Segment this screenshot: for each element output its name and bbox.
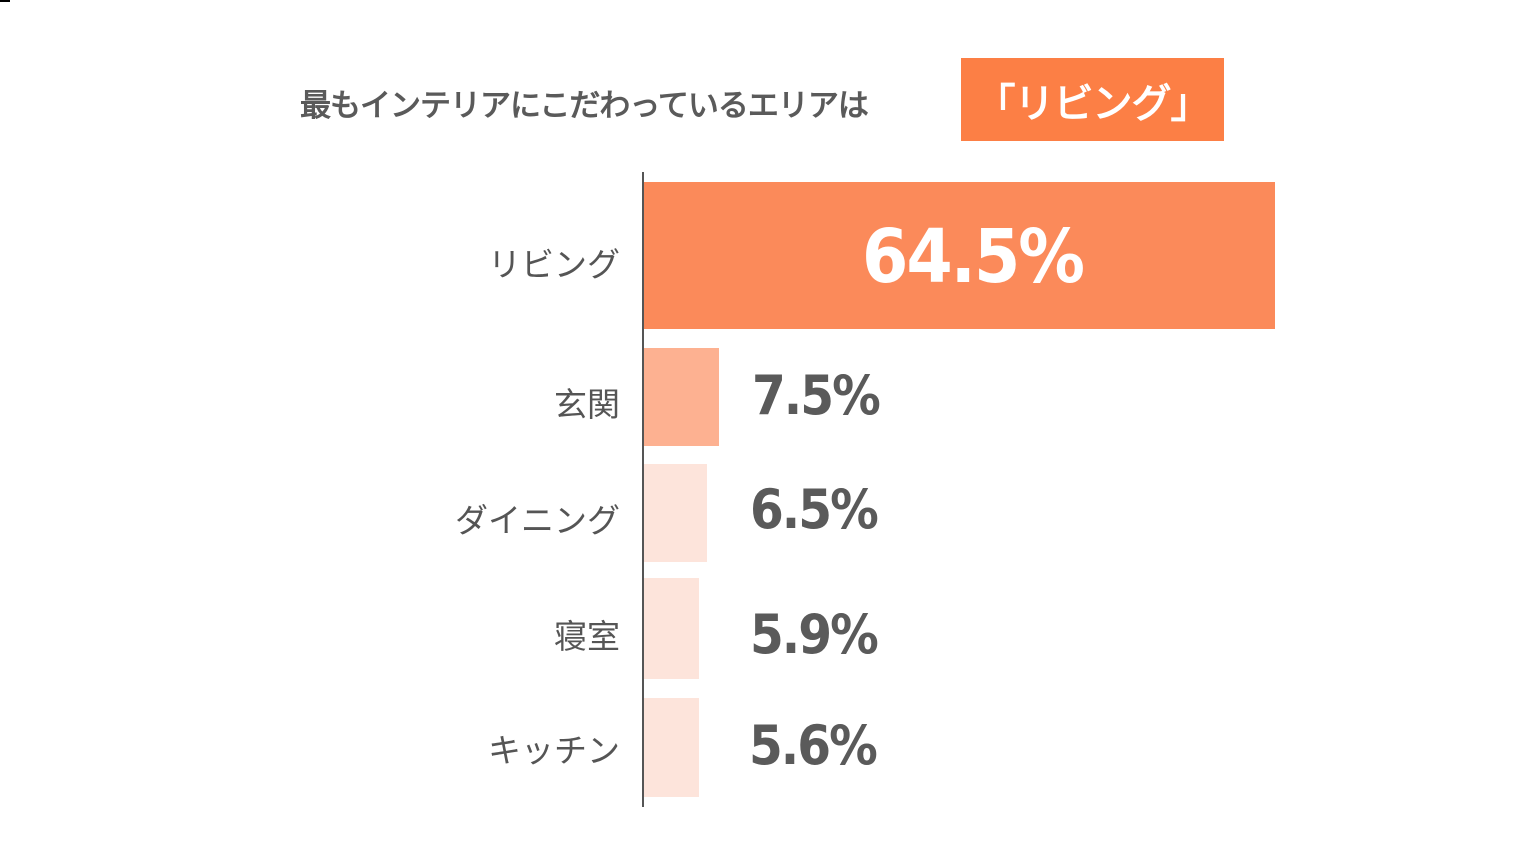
- category-label: キッチン: [488, 731, 620, 770]
- corner-mark: [0, 0, 10, 2]
- category-label: リビング: [488, 245, 620, 284]
- bar-bedroom: [644, 578, 699, 679]
- category-label: 玄関: [554, 385, 620, 424]
- bar-dining: [644, 464, 707, 562]
- bar-kitchen: [644, 698, 699, 797]
- highlight-badge: 「リビング」: [961, 58, 1224, 141]
- bar-living: [644, 182, 1275, 329]
- value-label: 5.9%: [750, 603, 879, 666]
- value-label: 5.6%: [749, 714, 878, 777]
- value-label: 7.5%: [752, 364, 881, 427]
- category-label: ダイニング: [455, 501, 620, 540]
- bar-entrance: [644, 348, 719, 446]
- value-label: 6.5%: [750, 478, 879, 541]
- y-axis-line: [642, 172, 644, 807]
- category-label: 寝室: [554, 617, 620, 656]
- value-label: 64.5%: [862, 214, 1085, 300]
- chart-title: 最もインテリアにこだわっているエリアは: [300, 88, 869, 124]
